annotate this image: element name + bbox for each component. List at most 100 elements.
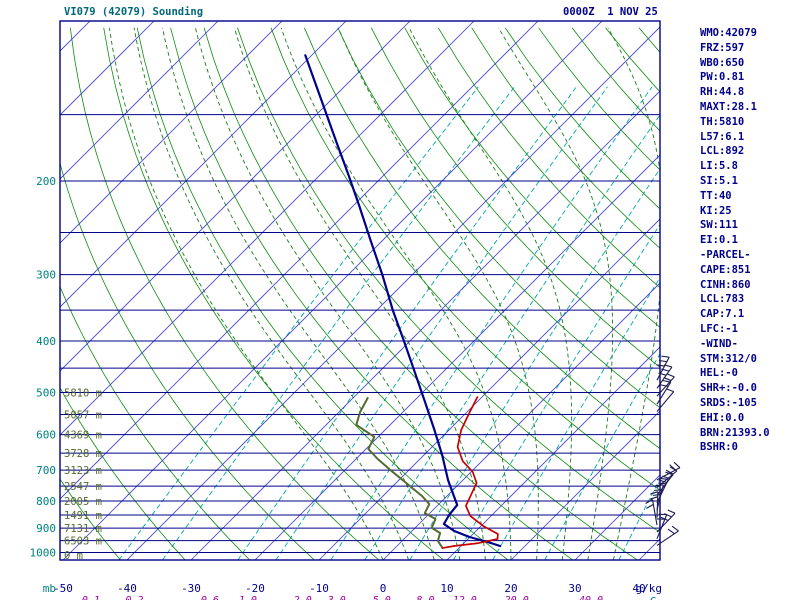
dry-adiabat [337,27,660,409]
isotherm [60,21,347,308]
pressure-label: 300 [36,269,56,282]
mixing-ratio-line [544,352,660,560]
stat-line: STM:312/0 [700,352,757,365]
dry-adiabat [60,386,186,560]
pressure-label: 600 [36,429,56,442]
wind-barb [656,471,674,496]
moist-adiabat [233,27,486,560]
moist-adiabat [337,27,539,560]
moist-adiabats [108,27,660,560]
dry-adiabat [304,27,660,450]
stat-line: WB0:650 [700,56,745,69]
stat-line: SI:5.1 [700,174,738,187]
mixing-ratio-label: 0.2 [125,595,143,600]
mixing-ratio-label: 12.0 [453,595,477,600]
pressure-label: 1000 [30,547,57,560]
mixing-ratio-line [364,114,660,560]
mixing-ratio-label: 40.0 [579,595,603,600]
dry-adiabat [170,27,573,560]
isotherm [62,21,603,560]
pressure-label: 800 [36,495,56,508]
wind-barb [656,388,675,412]
stat-line: KI:25 [700,204,732,217]
stat-line: TT:40 [700,189,732,202]
mixing-ratio-label: 0.1 [82,595,100,600]
pressure-label: 400 [36,335,56,348]
dry-adiabat [203,27,638,560]
height-label: 4369 m [64,430,102,442]
mixing-ratio-line [618,477,660,560]
stat-line: BRN:21393.0 [700,426,770,439]
mixing-ratio-line [330,86,653,560]
mixing-ratio-line [237,86,577,560]
isotherm [60,21,475,436]
height-label: 2005 m [64,496,102,508]
height-label: 6503 m [64,536,102,548]
height-label: 2547 m [64,481,102,493]
grid-lines [60,21,660,560]
mixing-ratio-lines [118,86,660,560]
wind-barb [652,484,664,511]
wind-barbs [645,355,681,546]
mixing-ratio-label: 3.0 [327,595,346,600]
temp-axis-label: 20 [504,582,517,595]
temperature-trace [304,54,502,548]
moist-adiabat [408,27,573,560]
isotherm [60,21,539,500]
mixing-ratio-label: 0.6 [201,595,219,600]
temp-axis-label: -10 [309,582,329,595]
chart-border [59,20,661,561]
wind-barb [656,355,670,381]
isobars [60,114,660,554]
parcel-trace [441,396,499,549]
temp-unit-label: C [650,595,657,600]
pressure-label: 700 [36,464,56,477]
isotherm [60,21,219,180]
dry-adiabat [60,285,250,560]
mixing-ratio-line [453,223,660,560]
wind-barb [656,379,672,405]
dry-adiabats [60,27,660,560]
temp-axis-label: -50 [53,582,73,595]
stat-line: EHI:0.0 [700,411,745,424]
stat-line: HEL:-0 [700,367,738,380]
moist-adiabat [108,27,384,560]
dry-adiabat [404,27,660,328]
mixing-unit-label: g/kg [636,582,663,595]
dry-adiabat [370,27,660,368]
temp-axis-label: -20 [245,582,265,595]
sounding-title: VI079 (42079) Sounding [64,6,204,18]
temp-axis-label: 30 [568,582,581,595]
stat-line: LFC:-1 [700,322,738,335]
wind-barb [656,373,675,397]
stat-line: LCL:892 [700,145,745,158]
stat-line: BSHR:0 [700,441,738,454]
stat-line: -WIND- [700,337,738,350]
wind-barb [645,499,658,526]
moist-adiabat [194,27,461,560]
mixing-ratio-line [162,86,515,560]
moist-adiabat [607,27,660,560]
stat-line: -PARCEL- [700,248,751,261]
temp-axis-label: 10 [440,582,453,595]
stat-line: CINH:860 [700,278,751,291]
sounding-traces [304,54,502,549]
moist-adiabat [161,27,435,560]
height-label: 3728 m [64,448,102,460]
mixing-ratio-label: 1.0 [239,595,257,600]
height-label: 5057 m [64,410,102,422]
sounding-datetime: 0000Z 1 NOV 25 [563,6,658,18]
stat-line: RH:44.8 [700,86,745,99]
wind-barb [649,491,659,518]
stat-line: WMO:42079 [700,27,757,39]
mixing-ratio-line [275,86,608,560]
dry-adiabat [60,161,315,560]
dry-adiabat [471,27,660,249]
dry-adiabat [237,27,660,533]
moist-adiabat [280,27,512,560]
isotherm [60,21,411,372]
stat-line: SRDS:-105 [700,396,757,409]
stat-line: MAXT:28.1 [700,100,757,113]
